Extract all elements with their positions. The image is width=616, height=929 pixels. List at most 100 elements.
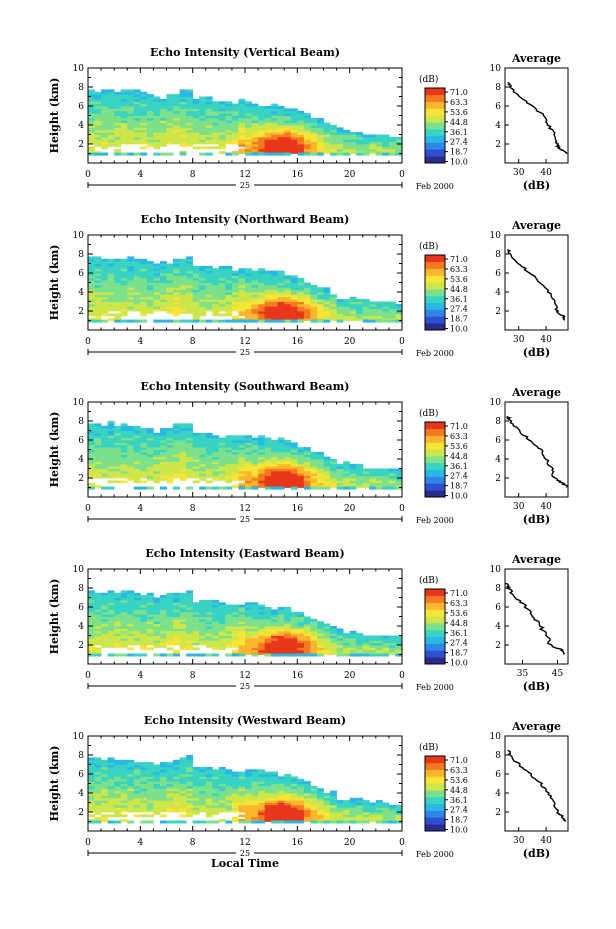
heatmap-cell (173, 797, 180, 801)
heatmap-cell (199, 447, 207, 450)
heatmap-cell (231, 797, 239, 801)
heatmap-cell (101, 141, 108, 145)
heatmap-cell (218, 616, 226, 620)
heatmap-cell (205, 294, 213, 298)
heatmap-cell (225, 308, 233, 312)
heatmap-cell (290, 136, 298, 140)
heatmap-cell (277, 626, 285, 629)
heatmap-cell (284, 125, 292, 128)
average-profile-line (506, 415, 569, 488)
heatmap-cell (349, 308, 357, 312)
heatmap-cell (120, 809, 128, 813)
heatmap-cell (173, 127, 180, 131)
heatmap-cell (205, 106, 213, 109)
heatmap-cell (160, 115, 167, 119)
heatmap-cell (114, 807, 122, 811)
heatmap-cell (258, 640, 265, 644)
heatmap-cell (290, 129, 298, 133)
heatmap-cell (160, 814, 167, 818)
heatmap-cell (192, 771, 200, 775)
heatmap-cell (94, 637, 102, 641)
heatmap-cell (199, 781, 207, 784)
heatmap-cell (303, 294, 311, 298)
heatmap-cell (153, 470, 161, 474)
heatmap-cell (258, 468, 265, 472)
heatmap-cell (179, 757, 187, 761)
heatmap-cell (166, 437, 174, 441)
heatmap-cell (264, 442, 272, 446)
heatmap-cell (179, 783, 187, 787)
heatmap-cell (120, 785, 128, 789)
heatmap-cell (245, 103, 252, 107)
heatmap-cell (166, 292, 174, 295)
heatmap-cell (192, 609, 200, 613)
heatmap-cell (186, 607, 193, 610)
heatmap-cell (88, 319, 95, 323)
heatmap-cell (271, 630, 279, 634)
heatmap-cell (388, 649, 396, 653)
heatmap-cell (251, 299, 259, 302)
heatmap-cell (179, 628, 187, 632)
heatmap-cell (199, 628, 207, 632)
heatmap-cell (94, 289, 102, 293)
heatmap-cell (238, 103, 246, 107)
heatmap-cell (101, 604, 108, 608)
heatmap-cell (225, 807, 233, 811)
heatmap-cell (94, 106, 102, 109)
heatmap-cell (94, 273, 102, 276)
heatmap-cell (88, 425, 95, 429)
heatmap-cell (127, 611, 135, 615)
heatmap-cell (160, 440, 167, 443)
heatmap-cell (179, 106, 187, 109)
heatmap-cell (101, 597, 108, 601)
heatmap-cell (277, 628, 285, 632)
heatmap-cell (192, 809, 200, 813)
heatmap-cell (362, 301, 370, 305)
heatmap-cell (349, 315, 357, 319)
heatmap-cell (88, 628, 95, 632)
heatmap-cell (231, 473, 239, 477)
heatmap-cell (199, 299, 207, 302)
heatmap-cell (271, 783, 279, 787)
heatmap-cell (205, 602, 213, 606)
heatmap-cell (160, 764, 167, 768)
heatmap-cell (127, 108, 135, 112)
heatmap-cell (297, 318, 305, 321)
heatmap-cell (205, 308, 213, 312)
heatmap-cell (310, 478, 318, 481)
heatmap-cell (303, 287, 311, 291)
heatmap-cell (205, 282, 213, 286)
heatmap-cell (205, 463, 213, 467)
heatmap-cell (173, 294, 180, 298)
heatmap-cell (297, 451, 305, 455)
heatmap-cell (179, 273, 187, 276)
heatmap-cell (218, 110, 226, 114)
heatmap-cell (245, 647, 252, 651)
heatmap-cell (166, 463, 174, 467)
heatmap-cell (186, 132, 193, 135)
heatmap-cell (127, 94, 135, 97)
heatmap-cell (205, 814, 213, 818)
heatmap-cell (264, 151, 272, 154)
heatmap-cell (284, 618, 292, 622)
heatmap-cell (107, 141, 115, 145)
heatmap-cell (258, 270, 265, 274)
colorbar-unit: (dB) (419, 74, 438, 85)
heatmap-cell (160, 473, 167, 477)
heatmap-cell (317, 287, 324, 291)
heatmap-cell (284, 282, 292, 286)
heatmap-cell (330, 146, 337, 150)
heatmap-cell (375, 485, 383, 488)
colorbar-level: 44.8 (450, 118, 468, 127)
heatmap-cell (251, 607, 259, 610)
heatmap-cell (297, 319, 305, 323)
heatmap-cell (146, 284, 154, 288)
heatmap-cell (323, 287, 331, 291)
heatmap-cell (186, 597, 193, 601)
heatmap-cell (284, 795, 292, 799)
heatmap-cell (303, 447, 311, 450)
heatmap-cell (258, 816, 265, 820)
heatmap-cell (310, 459, 318, 462)
heatmap-cell (205, 604, 213, 608)
heatmap-cell (284, 802, 292, 806)
